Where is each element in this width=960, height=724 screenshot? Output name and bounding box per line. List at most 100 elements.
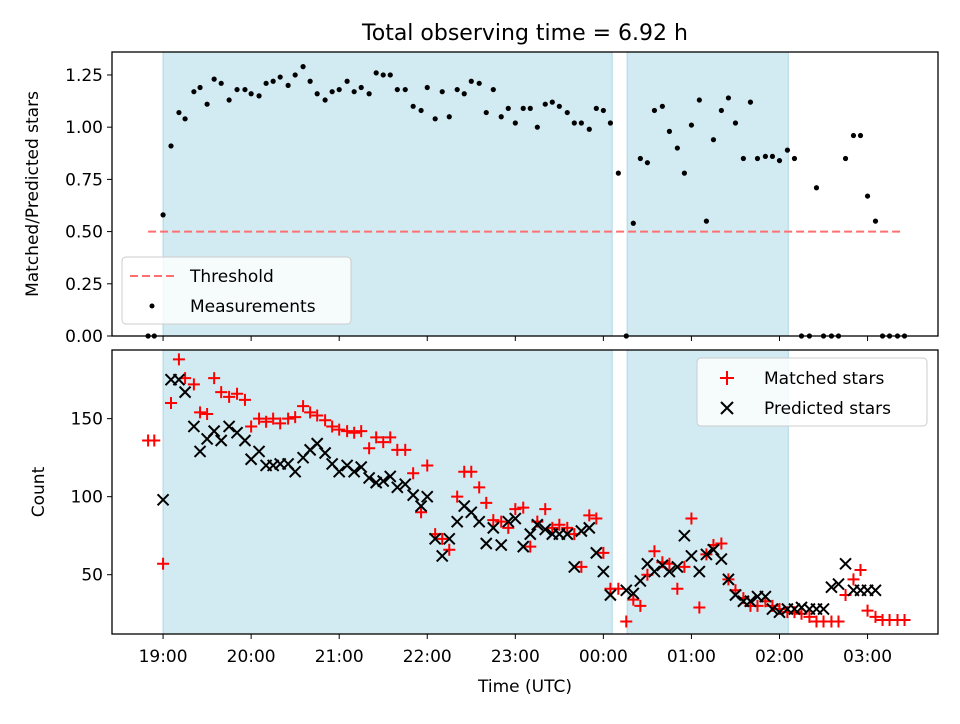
matched-star-point [495,515,508,528]
predicted-star-point [759,590,772,603]
measurement-point [615,170,621,176]
predicted-star-point [377,474,390,488]
measurement-point [651,107,658,114]
top-y-tick-label: 0.75 [65,170,103,190]
measurement-point [168,143,174,149]
predicted-star-point [238,434,252,447]
measurement-point [512,120,518,126]
top-y-tick-label: 0.50 [65,223,103,243]
measurement-point [439,89,445,95]
predicted-star-point [318,446,332,460]
matched-star-point [634,599,647,612]
matched-star-point [847,573,860,586]
matched-star-point [267,412,280,425]
measurement-point [732,120,739,126]
measurement-point [454,86,460,93]
predicted-star-point [693,565,706,578]
measurement-point [637,155,643,162]
predicted-star-point [773,605,786,619]
measurement-point [747,99,754,105]
matched-star-point [201,407,214,420]
top-legend: Threshold Measurements [121,256,352,325]
measurement-point [336,86,342,93]
matched-star-point [311,409,324,422]
predicted-star-point [707,543,720,556]
x-tick-label: 02:00 [755,647,804,667]
predicted-star-point [663,565,676,578]
measurement-point [248,91,254,97]
measurement-point [373,70,379,76]
predicted-star-point [450,515,464,528]
measurement-point [387,72,393,78]
top-observing-span-1 [626,51,789,337]
matched-star-point [289,411,302,424]
measurement-point [564,109,570,116]
matched-star-point [157,557,170,570]
measurement-point [483,109,489,116]
matched-star-point [194,406,207,419]
legend-measurements-label: Measurements [190,297,316,317]
matched-star-point [627,593,640,606]
x-tick-label: 23:00 [491,647,540,667]
matched-star-point [436,532,449,545]
x-tick-label: 20:00 [227,647,276,667]
legend-predicted-label: Predicted stars [764,399,891,419]
predicted-star-point [604,588,617,602]
measurement-point [490,86,496,93]
measurement-point [432,116,438,122]
matched-star-point [451,490,464,503]
matched-star-point [612,582,625,595]
predicted-star-point [568,560,581,574]
x-tick-label: 21:00 [315,647,364,667]
predicted-star-point [480,537,493,550]
matched-star-point [685,512,698,525]
bot-observing-span-0 [162,349,613,635]
measurement-point [285,82,291,89]
legend-matched-swatch [720,371,734,385]
x-tick-label: 22:00 [403,647,452,667]
predicted-star-point [495,538,508,552]
predicted-star-point [347,465,361,478]
matched-star-point [583,509,596,522]
measurement-point [322,97,328,103]
matched-star-point [869,610,882,623]
figure-title: Total observing time = 6.92 h [361,21,688,46]
predicted-star-point [715,552,728,566]
predicted-star-point [391,481,404,494]
matched-star-point [803,610,816,623]
legend-threshold-label: Threshold [189,267,274,287]
measurement-point [380,72,386,78]
top-legend-box [121,256,352,325]
matched-star-point [253,412,266,425]
matched-star-point [148,434,161,447]
matched-star-point [363,442,376,455]
predicted-star-point [288,465,302,478]
predicted-star-point [509,512,522,525]
measurement-point [688,122,695,128]
predicted-star-point [575,524,588,538]
matched-star-point [597,546,610,559]
measurement-point [402,86,408,93]
measurement-point [872,218,879,224]
predicted-star-point [487,521,500,535]
measurement-point [607,120,614,126]
matched-star-point [274,417,287,430]
matched-star-point [407,467,420,480]
top-y-tick-label: 1.25 [65,66,103,86]
predicted-star-point [685,549,698,563]
predicted-star-point [531,518,544,531]
predicted-star-point [421,490,434,503]
matched-star-point [487,514,500,527]
measurement-point [813,185,820,191]
top-plot-frame [111,51,939,337]
measurement-point [418,107,424,114]
predicted-star-point [207,424,221,438]
measurement-point [857,132,864,139]
matched-star-point [517,501,530,514]
bottom-y-tick-label: 50 [81,566,103,586]
measurement-point [256,93,262,99]
predicted-star-point [384,470,397,483]
measurement-point [176,109,182,116]
predicted-star-point [436,549,449,563]
legend-predicted-swatch [720,401,734,415]
